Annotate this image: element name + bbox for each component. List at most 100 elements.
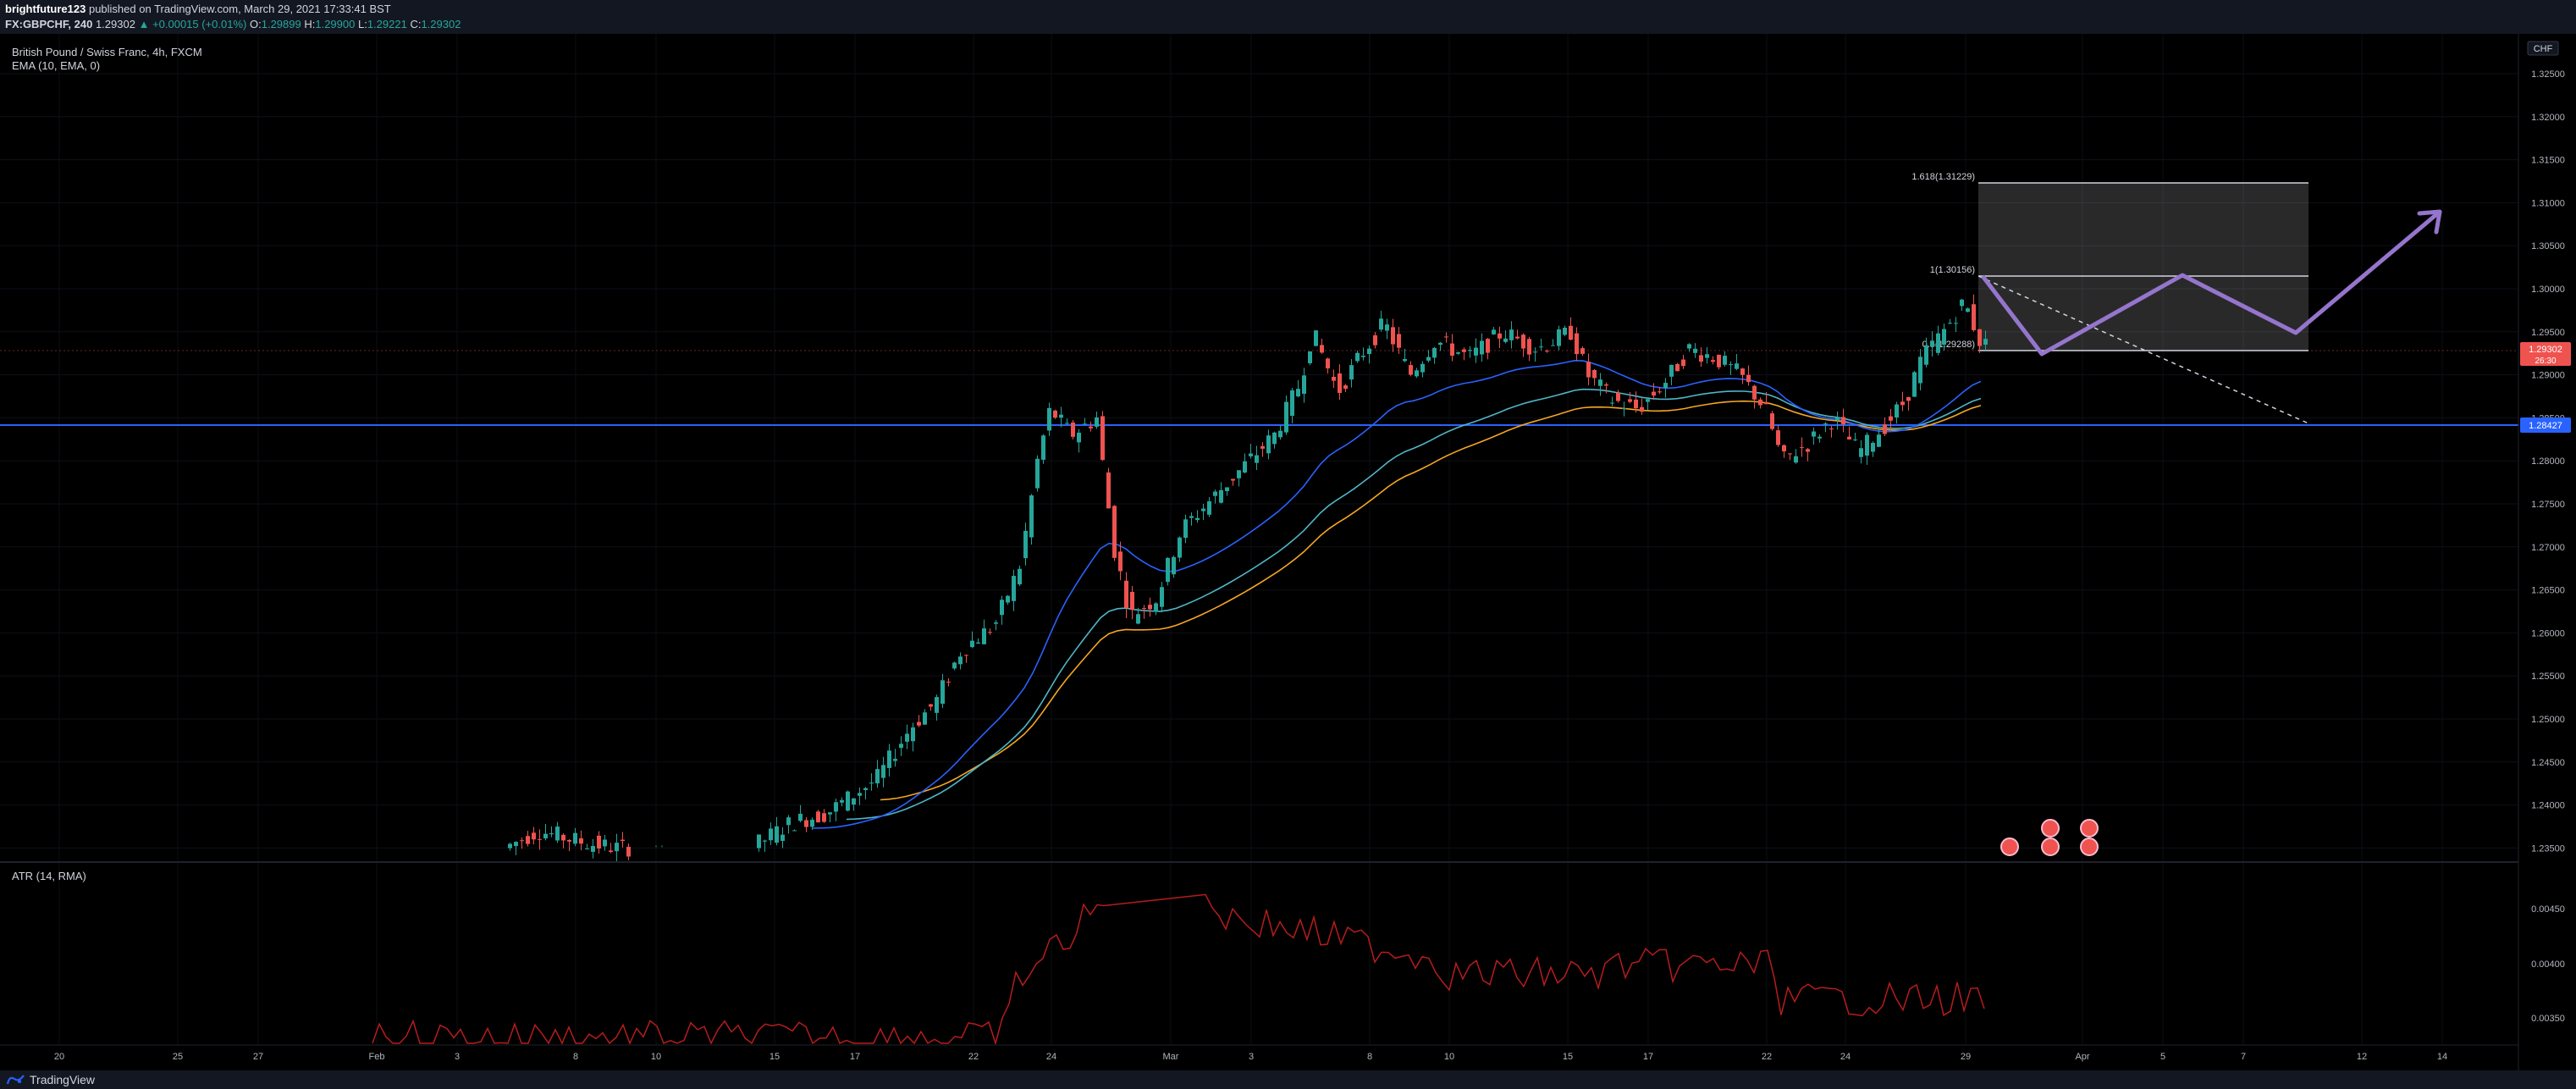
event-flag-icon[interactable] [2080,837,2099,856]
candle [804,817,808,832]
candle [1806,447,1810,462]
symbol-legend[interactable]: British Pound / Swiss Franc, 4h, FXCM [12,46,202,58]
tradingview-brand[interactable]: TradingView [7,1073,95,1086]
time-axis-label: 7 [2241,1052,2246,1062]
high-label: H: [304,18,316,30]
up-arrow-icon: ▲ [138,18,150,30]
candle [1231,478,1235,486]
ohlc-line: FX:GBPCHF, 240 1.29302 ▲ +0.00015 (+0.01… [5,18,461,30]
candle [1794,449,1798,464]
candle [1426,350,1431,363]
candle [1332,369,1336,389]
atr-legend[interactable]: ATR (14, RMA) [12,870,86,882]
projection-zigzag-line[interactable] [1981,210,2441,357]
candle [1148,597,1152,617]
time-axis[interactable]: 20 25 27 Feb 3 8 10 15 17 22 24 Mar 3 8 10 15 17 22 24 29 Ap… [54,1052,2447,1062]
candle [1735,354,1739,371]
time-axis-label: Feb [369,1052,385,1062]
price-axis[interactable] [2518,34,2576,1070]
event-flag-icon[interactable] [2041,837,2060,856]
candle [1195,510,1200,523]
candle [1533,347,1537,362]
candle [1326,357,1330,374]
candle [1213,489,1217,504]
chart-area[interactable]: 1.618(1.31229) 1(1.30156) 0.5(1.29288) 1… [0,34,2576,1070]
fib-label-1618: 1.618(1.31229) [1911,172,1975,182]
candle [1154,601,1158,616]
publisher-line: brightfuture123 published on TradingView… [5,3,391,15]
time-axis-label: 29 [1961,1052,1971,1062]
candle [1047,402,1051,436]
candle [1160,582,1164,613]
current-price-tag [2520,342,2571,366]
candle [1569,317,1573,340]
candlestick-series[interactable] [508,294,1988,862]
candle [863,787,868,799]
candle [917,715,921,727]
candle [1266,429,1271,460]
atr-line[interactable] [372,893,1985,1046]
atr-axis-label: 0.00350 [2531,1014,2565,1024]
candle [514,841,518,855]
candle [1243,453,1247,474]
candle [626,843,631,860]
candle [1503,330,1508,344]
event-flag-icon[interactable] [2041,819,2060,837]
candle [1746,365,1751,386]
candle [1083,417,1087,425]
candle [786,815,791,834]
ema-blue-line[interactable] [812,359,1982,829]
candle [603,835,607,851]
candle [1877,427,1881,447]
candle [1859,439,1863,464]
symbol-label[interactable]: FX:GBPCHF, 240 [5,18,93,30]
candle [1663,378,1668,398]
candle [520,837,524,849]
candle [1041,434,1045,464]
trend-dotted-line[interactable] [1978,275,2309,424]
event-flag-icon[interactable] [2080,819,2099,837]
ema-teal-line[interactable] [846,388,1982,821]
candle [1456,351,1460,356]
candle [1415,368,1419,379]
candle [1432,346,1437,364]
publisher-name[interactable]: brightfuture123 [5,3,86,15]
event-markers[interactable] [2000,819,2099,856]
candle [970,631,974,649]
candle [1420,361,1425,378]
chart-canvas[interactable]: 1.618(1.31229) 1(1.30156) 0.5(1.29288) 1… [0,34,2576,1070]
candle [538,829,542,850]
candle [1847,426,1851,440]
price-axis-label: 1.23500 [2531,843,2565,854]
candle [1112,505,1117,561]
candle [609,843,613,854]
candle [958,652,963,670]
ema-orange-line[interactable] [880,400,1982,801]
candle [1124,572,1128,618]
fib-extension-box[interactable] [1978,183,2308,351]
candle [1136,607,1140,625]
candle [1065,418,1069,425]
candle [1942,323,1946,351]
candle [858,787,862,805]
currency-badge[interactable] [2527,41,2559,56]
price-axis-label: 1.30500 [2531,241,2565,252]
candle [1521,333,1525,357]
candle [1616,390,1620,403]
candle [1373,332,1377,349]
candle [1652,383,1656,401]
candle [1367,345,1371,364]
ema-legend[interactable]: EMA (10, EMA, 0) [12,59,101,72]
candle [1201,503,1205,521]
candle [1130,586,1134,620]
candle [1693,343,1697,358]
event-flag-icon[interactable] [2000,837,2019,856]
candle [1189,512,1194,526]
time-axis-label: 25 [173,1052,183,1062]
price-axis-label: 1.24000 [2531,801,2565,811]
price-axis-label: 1.29000 [2531,371,2565,381]
candle [1871,441,1875,457]
candle [1681,354,1685,369]
candle [1924,337,1928,368]
candle [887,744,891,777]
